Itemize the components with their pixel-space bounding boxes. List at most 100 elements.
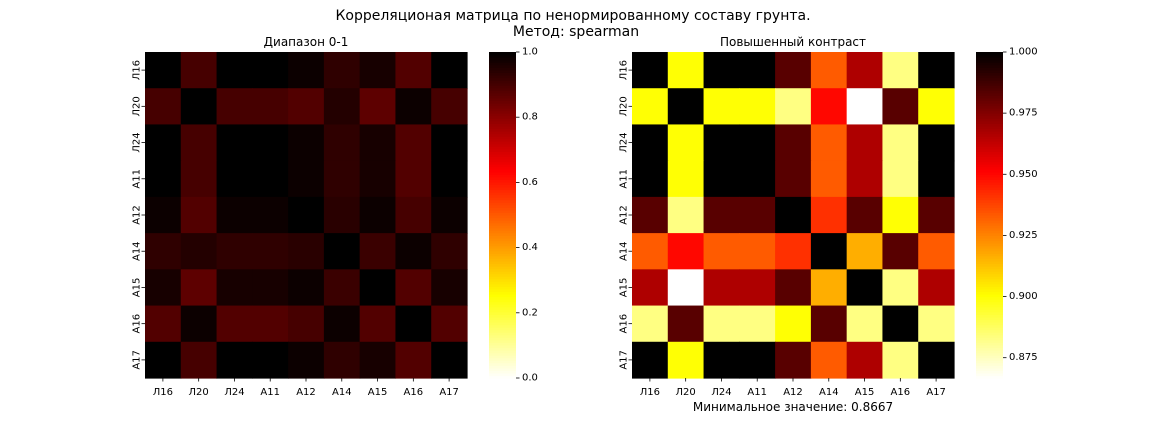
colorbar-segment <box>489 357 516 361</box>
heatmap-cell-Л20-Л24 <box>703 88 740 126</box>
heatmap-cell-А14-Л20 <box>667 233 705 270</box>
right-colorbar: 0.875 0.900 0.925 0.950 0.975 1.000 <box>976 47 1038 379</box>
colorbar-segment <box>489 265 516 270</box>
colorbar-segment <box>976 306 1003 310</box>
colorbar-segment <box>489 174 516 178</box>
heatmap-cell-А14-А14 <box>810 233 848 270</box>
right-heatmap: Л16 Л20 Л24 А11 А12 А14 А15 А16 А17 Л16 Л20 Л24 А11 А… <box>619 52 955 398</box>
colorbar-segment <box>976 367 1003 371</box>
heatmap-cell-Л24-Л16 <box>632 124 669 162</box>
colorbar-segment <box>976 166 1003 170</box>
heatmap-cell-Л24-А16 <box>882 124 919 162</box>
x-tick-label: Л24 <box>711 387 731 398</box>
heatmap-cell-Л20-А16 <box>395 88 432 126</box>
heatmap-cell-А12-Л24 <box>216 196 253 234</box>
colorbar-segment <box>976 286 1003 290</box>
colorbar-tick-label: 0.2 <box>522 307 538 318</box>
colorbar-segment <box>976 179 1003 183</box>
colorbar-segment <box>489 263 516 267</box>
heatmap-cell-А15-А12 <box>288 269 325 307</box>
colorbar-segment <box>489 334 516 338</box>
heatmap-cell-А11-Л24 <box>703 160 740 198</box>
colorbar-segment <box>976 237 1003 242</box>
heatmap-cell-А15-А12 <box>775 269 812 307</box>
colorbar-segment <box>489 115 516 119</box>
heatmap-cell-Л20-А14 <box>323 88 361 126</box>
x-tick-label: Л20 <box>676 387 696 398</box>
heatmap-cell-А15-Л20 <box>667 269 705 307</box>
heatmap-cell-Л20-А11 <box>739 88 776 126</box>
colorbar-segment <box>489 189 516 193</box>
colorbar-segment <box>976 296 1003 300</box>
colorbar-segment <box>489 85 516 89</box>
heatmap-cell-А12-Л16 <box>632 196 669 234</box>
colorbar-tick-label: 0.900 <box>1009 291 1038 302</box>
colorbar-segment <box>489 314 516 318</box>
colorbar-segment <box>489 342 516 346</box>
heatmap-cell-А16-А16 <box>882 305 919 343</box>
left-colorbar: 0.0 0.2 0.4 0.6 0.8 1.0 <box>489 47 538 384</box>
colorbar-segment <box>976 85 1003 89</box>
y-tick-label: Л20 <box>619 96 630 116</box>
colorbar-segment <box>976 327 1003 331</box>
heatmap-cell-Л24-А17 <box>431 124 468 162</box>
colorbar-segment <box>976 365 1003 369</box>
colorbar-segment <box>489 253 516 257</box>
colorbar-segment <box>976 105 1003 109</box>
colorbar-segment <box>489 311 516 315</box>
heatmap-cell-А14-А17 <box>431 233 468 270</box>
colorbar-segment <box>489 222 516 226</box>
colorbar-segment <box>976 293 1003 298</box>
heatmap-cell-А17-А16 <box>395 341 432 379</box>
colorbar-tick-label: 0.950 <box>1009 169 1038 180</box>
heatmap-cell-А16-Л20 <box>667 305 705 343</box>
heatmap-cell-А16-Л16 <box>632 305 669 343</box>
colorbar-segment <box>489 194 516 198</box>
colorbar-segment <box>489 80 516 84</box>
y-tick-label: А16 <box>619 314 630 334</box>
heatmap-cell-А17-Л24 <box>216 341 253 379</box>
heatmap-cell-А17-Л24 <box>703 341 740 379</box>
colorbar-segment <box>976 80 1003 84</box>
colorbar-segment <box>976 240 1003 244</box>
colorbar-segment <box>489 199 516 203</box>
colorbar-segment <box>976 334 1003 338</box>
colorbar-segment <box>489 245 516 249</box>
colorbar-segment <box>489 248 516 252</box>
y-tick-label: А15 <box>619 278 630 298</box>
heatmap-cell-Л24-А14 <box>323 124 361 162</box>
colorbar-segment <box>489 97 516 101</box>
colorbar-segment <box>489 215 516 219</box>
heatmap-cell-Л16-Л24 <box>216 52 253 89</box>
heatmap-cell-А14-А11 <box>252 233 289 270</box>
heatmap-cell-Л24-А12 <box>288 124 325 162</box>
heatmap-cell-А14-А11 <box>739 233 776 270</box>
heatmap-cell-А11-Л24 <box>216 160 253 198</box>
colorbar-segment <box>976 52 1003 56</box>
colorbar-segment <box>976 186 1003 191</box>
colorbar-segment <box>976 299 1003 303</box>
heatmap-cell-А14-А14 <box>323 233 361 270</box>
colorbar-segment <box>976 197 1003 201</box>
heatmap-cell-А12-А15 <box>846 196 884 234</box>
colorbar-segment <box>976 143 1003 147</box>
colorbar-segment <box>489 179 516 183</box>
colorbar-segment <box>489 327 516 331</box>
colorbar-segment <box>976 87 1003 91</box>
heatmap-cell-Л24-Л24 <box>703 124 740 162</box>
colorbar-segment <box>489 136 516 140</box>
heatmap-cell-А12-А12 <box>288 196 325 234</box>
heatmap-cell-А17-Л20 <box>667 341 705 379</box>
y-tick-label: А12 <box>132 205 143 225</box>
colorbar-segment <box>489 123 516 127</box>
heatmap-cell-А14-Л20 <box>180 233 218 270</box>
colorbar-tick-label: 0.875 <box>1009 352 1038 363</box>
x-tick-label: А14 <box>332 387 352 398</box>
heatmap-cell-А16-А15 <box>359 305 397 343</box>
heatmap-cell-Л24-Л24 <box>216 124 253 162</box>
heatmap-cell-А14-А12 <box>288 233 325 270</box>
heatmap-cell-А15-А17 <box>918 269 955 307</box>
colorbar-segment <box>489 92 516 96</box>
suptitle-line2: Метод: spearman <box>513 24 639 40</box>
colorbar-segment <box>976 82 1003 86</box>
